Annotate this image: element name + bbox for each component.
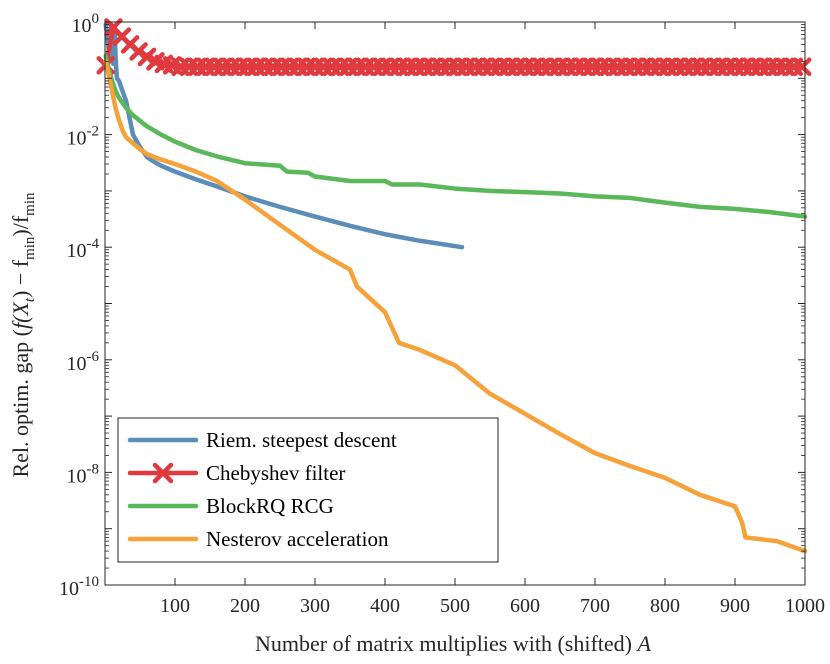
y-axis-label-min2: min [22, 192, 38, 216]
marker-stroke [137, 47, 157, 67]
y-tick-label: 10-2 [67, 124, 100, 150]
axes: 100 200 300 400 500 600 700 800 900 1000 100 10-2 10… [59, 11, 825, 617]
y-tick-label: 100 [72, 11, 100, 37]
x-axis-label: Number of matrix multiplies with (shifte… [255, 631, 652, 656]
x-tick-label: 300 [300, 595, 330, 617]
data-point-marker [137, 47, 157, 67]
marker-stroke [792, 57, 812, 77]
marker-stroke [104, 18, 123, 37]
y-axis-label-mid: ) − f [8, 259, 33, 298]
data-point-marker [792, 57, 812, 77]
x-tick-label: 700 [580, 595, 610, 617]
x-axis-label-prefix: Number of matrix multiplies with (shifte… [255, 631, 632, 656]
series-chebyshev-filter [96, 18, 812, 77]
x-tick-label: 1000 [785, 595, 825, 617]
y-axis-label: Rel. optim. gap (f(Xt) − fmin)/fmin [8, 192, 38, 478]
y-axis-label-close: )/f [8, 215, 33, 236]
y-tick-label: 10-10 [59, 574, 99, 600]
series-nesterov-acceleration [103, 59, 808, 554]
marker-stroke [146, 52, 165, 71]
series-blockrq-rcg [103, 53, 808, 219]
series-line [103, 59, 808, 554]
series-group [96, 18, 812, 554]
y-axis-label-sub-t: t [22, 297, 38, 302]
legend-entry: BlockRQ RCG [127, 494, 334, 518]
x-tick-label: 100 [160, 595, 190, 617]
y-axis-label-min1: min [22, 236, 38, 260]
legend-entry: Chebyshev filter [127, 461, 345, 485]
legend-label: Riem. steepest descent [206, 428, 397, 452]
y-tick-label: 10-4 [67, 236, 100, 262]
x-tick-label: 200 [230, 595, 260, 617]
x-tick-label: 600 [510, 595, 540, 617]
legend-label: Nesterov acceleration [206, 527, 389, 551]
y-tick-label: 10-6 [67, 349, 100, 375]
x-tick-label: 500 [440, 595, 470, 617]
legend-label: BlockRQ RCG [206, 494, 334, 518]
y-axis-label-main: Rel. optim. gap ( [8, 329, 33, 477]
legend-entry: Riem. steepest descent [127, 428, 397, 452]
x-tick-label: 800 [650, 595, 680, 617]
legend-entry: Nesterov acceleration [127, 527, 389, 551]
series-line [103, 53, 808, 219]
x-tick-label: 400 [370, 595, 400, 617]
x-tick-label: 900 [720, 595, 750, 617]
legend-label: Chebyshev filter [206, 461, 345, 485]
x-axis-label-var: A [636, 631, 652, 656]
y-axis-label-expr: f(X [8, 301, 33, 329]
y-tick-label: 10-8 [67, 461, 100, 487]
legend-marker [152, 462, 174, 484]
legend: Riem. steepest descent Chebyshev filter Bl… [117, 417, 499, 563]
